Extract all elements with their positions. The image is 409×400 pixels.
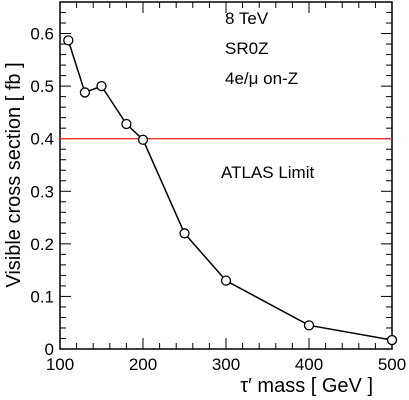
- y-axis-title: Visible cross section [ fb ]: [3, 62, 25, 287]
- data-point-marker: [79, 87, 91, 98]
- data-point-marker: [96, 80, 107, 92]
- y-tick-label: 0.4: [30, 130, 54, 149]
- data-point-marker: [179, 228, 190, 239]
- data-point-marker: [137, 134, 149, 145]
- x-tick-label: 100: [46, 355, 74, 374]
- data-point-marker: [63, 35, 74, 46]
- x-tick-label: 300: [212, 355, 240, 374]
- y-tick-label: 0: [45, 340, 54, 359]
- annotation-channel: 4e/μ on-Z: [225, 69, 298, 88]
- x-tick-label: 200: [129, 355, 157, 374]
- y-tick-label: 0.3: [30, 182, 54, 201]
- reference-line-label: ATLAS Limit: [221, 163, 314, 182]
- y-tick-label: 0.5: [30, 77, 54, 96]
- data-point-marker: [303, 320, 315, 331]
- y-tick-label: 0.2: [30, 235, 54, 254]
- x-axis-ticks: 100 200 300 400 500: [46, 2, 406, 374]
- annotation-energy: 8 TeV: [225, 9, 269, 28]
- annotation-signal-region: SR0Z: [225, 39, 268, 58]
- y-axis-ticks: 0 0.1 0.2 0.3 0.4 0.5 0.6: [30, 1, 392, 359]
- data-point-marker: [220, 275, 232, 286]
- x-tick-label: 500: [378, 355, 406, 374]
- series-points: [63, 35, 398, 346]
- y-tick-label: 0.1: [30, 287, 54, 306]
- y-tick-label: 0.6: [30, 25, 54, 44]
- x-tick-label: 400: [295, 355, 323, 374]
- annotations: 8 TeV SR0Z 4e/μ on-Z ATLAS Limit: [221, 9, 314, 182]
- x-axis-title: τ′ mass [ GeV ]: [240, 375, 373, 397]
- data-point-marker: [121, 118, 132, 130]
- data-point-marker: [386, 334, 398, 346]
